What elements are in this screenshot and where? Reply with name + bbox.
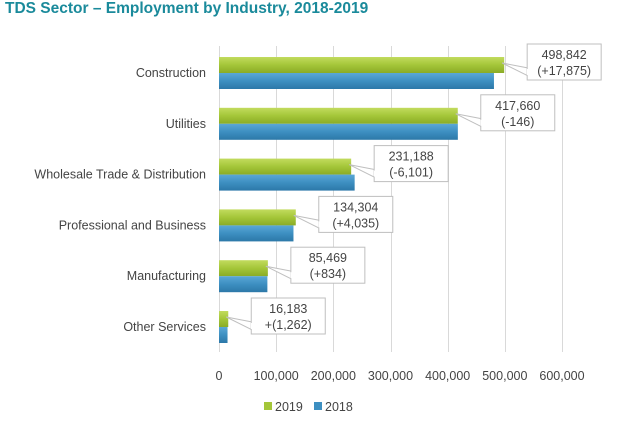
bars xyxy=(219,57,505,343)
bar-2019-5 xyxy=(219,311,229,327)
legend-label-2018: 2018 xyxy=(325,400,353,414)
x-tick-label: 500,000 xyxy=(482,369,527,383)
data-label-value: 134,304 xyxy=(333,200,378,214)
bar-2019-1 xyxy=(219,107,458,124)
callout-box xyxy=(526,43,602,81)
data-label-change: +(1,262) xyxy=(265,318,312,332)
category-label: Other Services xyxy=(123,320,206,334)
bar-2019-0 xyxy=(219,57,505,73)
data-label-value: 16,183 xyxy=(269,302,307,316)
x-tick-label: 0 xyxy=(216,369,223,383)
x-tick-label: 400,000 xyxy=(425,369,470,383)
callout-box xyxy=(318,195,394,233)
bar-2019-3 xyxy=(219,209,296,226)
callout-box xyxy=(480,94,556,132)
category-label: Manufacturing xyxy=(127,269,206,283)
data-label-value: 498,842 xyxy=(542,48,587,62)
x-axis-ticks: 0 100,000 200,000 300,000 400,000 500,000 600,… xyxy=(216,369,585,383)
data-label-change: (-6,101) xyxy=(389,166,433,180)
legend-swatch-2019 xyxy=(264,402,272,410)
category-label: Professional and Business xyxy=(59,218,206,232)
x-tick-label: 300,000 xyxy=(368,369,413,383)
callout-2: 231,188 (-6,101) xyxy=(348,145,449,183)
data-label-change: (+17,875) xyxy=(537,64,591,78)
bar-2018-5 xyxy=(219,327,228,343)
callout-0: 498,842 (+17,875) xyxy=(501,43,602,81)
data-label-value: 231,188 xyxy=(389,150,434,164)
category-label: Wholesale Trade & Distribution xyxy=(34,168,206,182)
callout-pointer xyxy=(501,62,529,77)
callout-1: 417,660 (-146) xyxy=(455,94,556,132)
callout-box xyxy=(250,297,326,335)
bar-2019-4 xyxy=(219,260,268,277)
callout-4: 85,469 (+834) xyxy=(265,246,366,284)
bar-2019-2 xyxy=(219,158,352,175)
callout-pointer xyxy=(265,265,293,281)
legend: 2019 2018 xyxy=(264,400,353,414)
category-labels: Construction Utilities Wholesale Trade & D… xyxy=(34,66,206,334)
x-tick-label: 200,000 xyxy=(311,369,356,383)
x-tick-label: 600,000 xyxy=(539,369,584,383)
callout-box xyxy=(290,246,366,284)
data-label-change: (+834) xyxy=(310,267,346,281)
data-label-change: (+4,035) xyxy=(332,216,379,230)
category-label: Utilities xyxy=(166,117,206,131)
data-label-value: 85,469 xyxy=(309,251,347,265)
bar-2018-4 xyxy=(219,276,268,293)
category-label: Construction xyxy=(136,66,206,80)
chart-title: TDS Sector – Employment by Industry, 201… xyxy=(5,0,369,17)
bar-2018-2 xyxy=(219,174,355,191)
legend-label-2019: 2019 xyxy=(275,400,303,414)
callout-pointer xyxy=(293,214,321,230)
legend-swatch-2018 xyxy=(314,402,322,410)
callout-pointer xyxy=(455,113,483,128)
data-label-value: 417,660 xyxy=(495,99,540,113)
callout-3: 134,304 (+4,035) xyxy=(293,195,394,233)
data-label-change: (-146) xyxy=(501,115,534,129)
x-tick-label: 100,000 xyxy=(254,369,299,383)
callout-box xyxy=(373,145,449,183)
bar-2018-0 xyxy=(219,73,494,89)
callouts: 498,842 (+17,875) 417,660 (-146) 231,188 (-6,… xyxy=(226,43,602,335)
callout-5: 16,183 +(1,262) xyxy=(226,297,326,335)
bar-2018-1 xyxy=(219,123,458,140)
bar-2018-3 xyxy=(219,225,294,242)
callout-pointer xyxy=(226,316,253,331)
